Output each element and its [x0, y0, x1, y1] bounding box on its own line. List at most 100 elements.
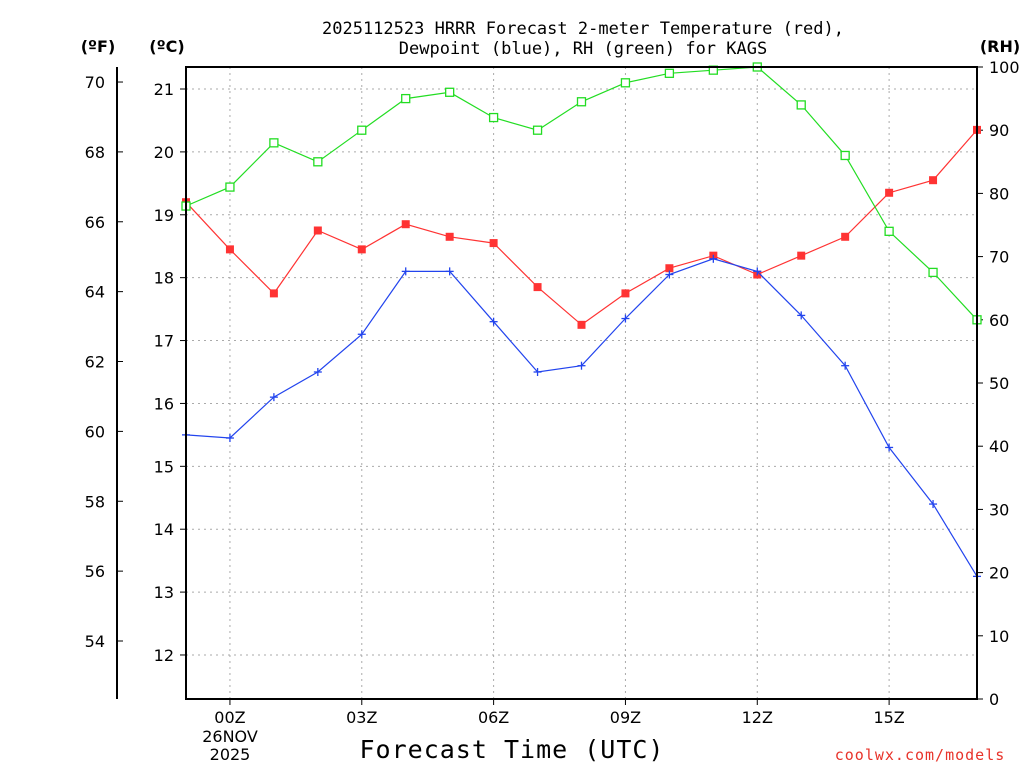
rh-data-point: [796, 100, 806, 110]
celsius-tick-label: 13: [154, 583, 174, 602]
temperature-data-point: [929, 176, 938, 185]
temperature-data-point: [225, 245, 234, 254]
chart-title-line1: 2025112523 HRRR Forecast 2-meter Tempera…: [322, 19, 844, 39]
rh-data-point: [313, 157, 323, 167]
temperature-data-point: [665, 264, 674, 273]
x-axis-label: Forecast Time (UTC): [360, 735, 665, 764]
rh-data-point: [445, 87, 455, 97]
plot-series: [181, 62, 982, 581]
dewpoint-data-point: [577, 361, 586, 370]
rh-tick-label: 70: [989, 248, 1009, 267]
celsius-tick-label: 14: [154, 520, 174, 539]
dewpoint-data-point: [841, 361, 850, 370]
dewpoint-data-point: [753, 267, 762, 276]
rh-tick-label: 90: [989, 121, 1009, 140]
rh-data-point: [488, 112, 499, 123]
dewpoint-data-point: [357, 330, 366, 339]
temperature-series-line: [185, 129, 978, 326]
temperature-data-point: [797, 251, 806, 260]
dewpoint-data-point: [489, 317, 498, 326]
dewpoint-data-point: [665, 270, 674, 279]
x-tick-label: 12Z: [742, 708, 773, 727]
temperature-data-point: [313, 226, 322, 235]
rh-tick-label: 40: [989, 437, 1009, 456]
fahrenheit-tick-label: 60: [85, 422, 105, 441]
rh-data-point: [620, 78, 631, 88]
celsius-tick-label: 12: [154, 646, 174, 665]
plot-frame: [185, 66, 978, 700]
dewpoint-data-point: [929, 500, 938, 509]
x-tick-label: 06Z: [478, 708, 509, 727]
x-tick-label: 03Z: [346, 708, 377, 727]
temperature-data-point: [489, 239, 498, 248]
rh-tick-label: 80: [989, 184, 1009, 203]
x-tick-label: 00Z: [214, 708, 245, 727]
credit-link[interactable]: coolwx.com/models: [835, 746, 1006, 764]
fahrenheit-tick-label: 62: [85, 353, 105, 372]
celsius-tick-label: 15: [154, 457, 174, 476]
x-tick-label: 09Z: [610, 708, 641, 727]
dewpoint-data-point: [225, 434, 234, 443]
temperature-data-point: [269, 289, 278, 298]
grid-lines: [186, 67, 977, 699]
temperature-data-point: [357, 245, 366, 254]
dewpoint-data-point: [269, 393, 278, 402]
fahrenheit-tick-label: 54: [85, 632, 105, 651]
rh-tick-label: 60: [989, 311, 1009, 330]
rh-tick-label: 0: [989, 690, 999, 709]
celsius-tick-label: 20: [154, 143, 174, 162]
fahrenheit-tick-label: 64: [85, 283, 105, 302]
fahrenheit-tick-label: 70: [85, 73, 105, 92]
fahrenheit-tick-label: 58: [85, 492, 105, 511]
x-axis: 00Z 03Z 06Z 09Z 12Z 15Z: [214, 699, 905, 727]
celsius-tick-label: 18: [154, 269, 174, 288]
fahrenheit-tick-label: 56: [85, 562, 105, 581]
fahrenheit-tick-label: 66: [85, 213, 105, 232]
rh-unit-label: (RH): [980, 37, 1020, 56]
rh-tick-label: 30: [989, 500, 1009, 519]
dewpoint-data-point: [313, 367, 322, 376]
dewpoint-data-point: [709, 254, 718, 263]
celsius-tick-label: 16: [154, 394, 174, 413]
celsius-tick-label: 19: [154, 206, 174, 225]
rh-data-point: [532, 125, 543, 135]
rh-data-point: [269, 138, 279, 148]
rh-data-point: [225, 182, 235, 192]
celsius-tick-label: 21: [154, 80, 174, 99]
dewpoint-data-point: [533, 367, 542, 376]
rh-tick-label: 50: [989, 374, 1009, 393]
dewpoint-data-point: [445, 267, 454, 276]
rh-tick-label: 10: [989, 627, 1009, 646]
dewpoint-data-point: [797, 311, 806, 320]
rh-data-point: [664, 68, 675, 78]
fahrenheit-axis: 54 56 58 60 62 64 66 68 70: [85, 67, 123, 699]
dewpoint-data-point: [401, 267, 410, 276]
date-label-year: 2025: [210, 745, 251, 764]
x-tick-label: 15Z: [873, 708, 904, 727]
temperature-data-point: [401, 220, 410, 229]
dewpoint-data-point: [621, 314, 630, 323]
rh-data-point: [576, 97, 587, 107]
temperature-data-point: [577, 320, 586, 329]
chart-title-line2: Dewpoint (blue), RH (green) for KAGS: [399, 39, 767, 59]
celsius-axis: 12 13 14 15 16 17 18 19 20 21: [154, 80, 186, 665]
celsius-tick-label: 17: [154, 332, 174, 351]
rh-tick-label: 20: [989, 564, 1009, 583]
temperature-data-point: [533, 283, 542, 292]
dewpoint-data-point: [885, 443, 894, 452]
rh-tick-label: 100: [989, 58, 1020, 77]
rh-data-point: [928, 267, 938, 278]
rh-data-point: [884, 226, 894, 236]
temperature-data-point: [621, 289, 630, 298]
temperature-data-point: [445, 232, 454, 241]
rh-data-point: [840, 150, 850, 161]
celsius-unit-label: (ºC): [149, 37, 184, 56]
fahrenheit-unit-label: (ºF): [81, 37, 116, 56]
temperature-data-point: [885, 188, 894, 197]
date-label-month: 26NOV: [202, 727, 258, 746]
rh-axis: 0 10 20 30 40 50 60 70 80 90 100: [977, 58, 1020, 709]
rh-data-point: [357, 125, 367, 135]
rh-data-point: [401, 93, 411, 104]
temperature-data-point: [841, 232, 850, 241]
